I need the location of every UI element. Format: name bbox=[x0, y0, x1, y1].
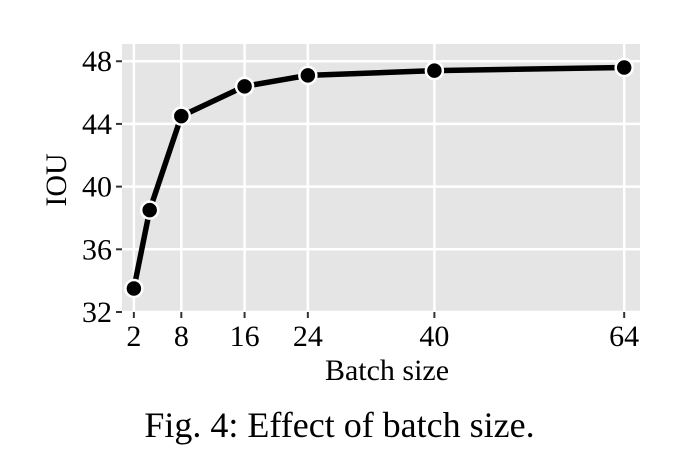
data-point bbox=[171, 106, 192, 126]
x-tick-label: 8 bbox=[174, 320, 189, 353]
data-point bbox=[234, 76, 255, 97]
series bbox=[124, 57, 634, 299]
x-tick-label: 40 bbox=[419, 320, 449, 353]
x-tick-label: 2 bbox=[126, 320, 141, 353]
x-axis-title: Batch size bbox=[325, 354, 449, 387]
x-tick-label: 24 bbox=[293, 320, 323, 353]
y-tick-label: 40 bbox=[82, 171, 112, 204]
y-tick-label: 32 bbox=[82, 296, 112, 329]
axes bbox=[116, 60, 626, 318]
y-tick-label: 36 bbox=[82, 233, 112, 266]
data-point bbox=[298, 65, 318, 86]
grid bbox=[122, 44, 640, 314]
y-tick-label: 48 bbox=[82, 45, 112, 78]
y-tick-label: 44 bbox=[82, 108, 112, 141]
x-tick-label: 64 bbox=[609, 320, 639, 353]
data-point bbox=[424, 60, 445, 81]
data-point bbox=[139, 200, 160, 220]
x-tick-label: 16 bbox=[230, 320, 260, 353]
data-point bbox=[614, 57, 634, 78]
plot-panel bbox=[122, 44, 640, 312]
data-point bbox=[124, 278, 144, 299]
y-axis-title: IOU bbox=[40, 153, 73, 207]
line-chart: 32 36 40 44 48 2 8 16 24 40 64 Batch size IOU bbox=[40, 44, 640, 387]
figure-caption: Fig. 4: Effect of batch size. bbox=[144, 405, 535, 445]
tick-labels: 32 36 40 44 48 2 8 16 24 40 64 bbox=[82, 45, 639, 353]
